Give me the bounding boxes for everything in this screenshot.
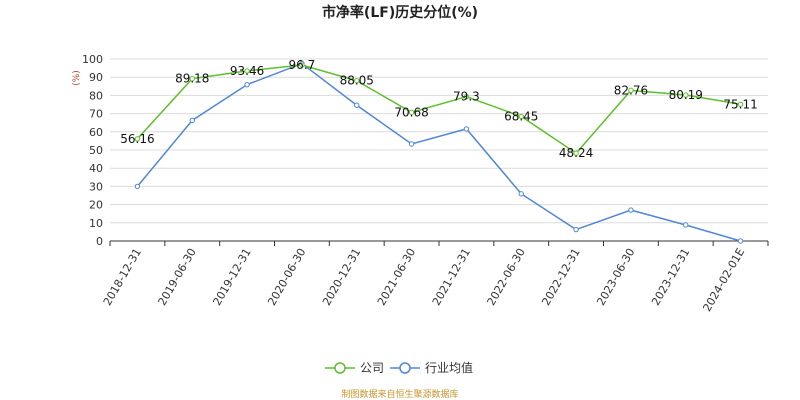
legend-marker-company [334,362,346,374]
x-tick-label: 2019-06-30 [156,246,199,308]
data-labels: 56.16 89.18 93.46 96.7 88.05 70.68 79.3 68.45 48… [120,58,758,160]
y-axis: 0 10 20 30 40 50 60 70 80 90 100 [82,53,103,248]
legend-marker-industry [399,362,411,374]
data-point [354,78,360,84]
data-label: 88.05 [340,74,374,88]
data-point [244,68,250,74]
data-point [244,81,250,88]
data-point [628,207,634,213]
data-label: 93.46 [230,64,264,78]
data-point [134,136,141,142]
x-tick-label: 2022-12-31 [539,246,582,308]
data-point [134,183,141,190]
x-tick-label: 2022-06-30 [485,246,528,308]
data-label: 79.3 [453,90,480,104]
legend-item-industry[interactable]: 行业均值 [390,360,473,375]
data-point [737,101,744,107]
x-tick-label: 2021-12-31 [430,246,473,308]
data-point [463,93,470,100]
chart-title: 市净率(LF)历史分位(%) [322,4,478,21]
data-label: 70.68 [394,105,428,119]
legend-label-company: 公司 [360,361,384,375]
data-label: 82.76 [614,83,648,97]
x-axis: 2018-12-31 2019-06-30 2019-12-31 2020-06-30… [101,240,769,314]
source-note: 制图数据来自恒生聚源数据库 [341,388,458,400]
y-unit-label: (%) [72,70,82,86]
data-point [518,191,524,197]
data-point [408,141,415,147]
data-point [573,226,579,233]
y-tick-label: 0 [96,235,103,248]
x-tick-label: 2019-12-31 [210,246,253,308]
data-label: 48.24 [559,146,593,160]
y-tick-label: 100 [82,53,103,66]
y-tick-label: 20 [89,199,103,212]
y-tick-label: 10 [89,217,103,230]
data-point [683,92,689,98]
x-tick-label: 2018-12-31 [101,246,144,308]
data-label: 56.16 [120,132,154,146]
data-point [518,113,524,120]
y-tick-label: 70 [89,108,103,121]
data-point [573,150,579,156]
x-tick-label: 2021-06-30 [375,246,418,308]
data-point [737,238,744,244]
data-point [189,117,195,124]
x-tick-label: 2020-06-30 [265,246,308,308]
y-tick-label: 60 [89,126,103,139]
data-point [463,126,470,132]
legend-label-industry: 行业均值 [425,360,473,375]
y-tick-label: 50 [89,144,103,157]
data-label: 75.11 [723,97,757,111]
x-tick-label: 2023-12-31 [649,246,692,308]
data-label: 96.7 [289,58,316,72]
data-label: 80.19 [669,88,703,102]
series-layer [134,60,744,244]
series-line-0 [136,64,741,155]
series-line-1 [136,62,741,242]
x-tick-label: 2020-12-31 [320,246,363,308]
x-tick-label: 2024-02-01E [700,246,747,314]
data-point [408,109,415,116]
data-label: 89.18 [175,72,209,86]
data-point [354,102,360,108]
data-label: 68.45 [504,109,538,123]
y-tick-label: 30 [89,180,103,193]
y-tick-label: 40 [89,162,103,175]
y-tick-label: 80 [89,89,103,102]
data-point [683,222,689,228]
grid-lines [110,58,768,224]
legend[interactable]: 公司 行业均值 [325,360,473,375]
y-tick-label: 90 [89,71,103,84]
data-point [628,87,634,94]
data-point [299,62,305,68]
x-tick-label: 2023-06-30 [594,246,637,308]
data-point [189,75,195,82]
legend-item-company[interactable]: 公司 [325,361,384,375]
